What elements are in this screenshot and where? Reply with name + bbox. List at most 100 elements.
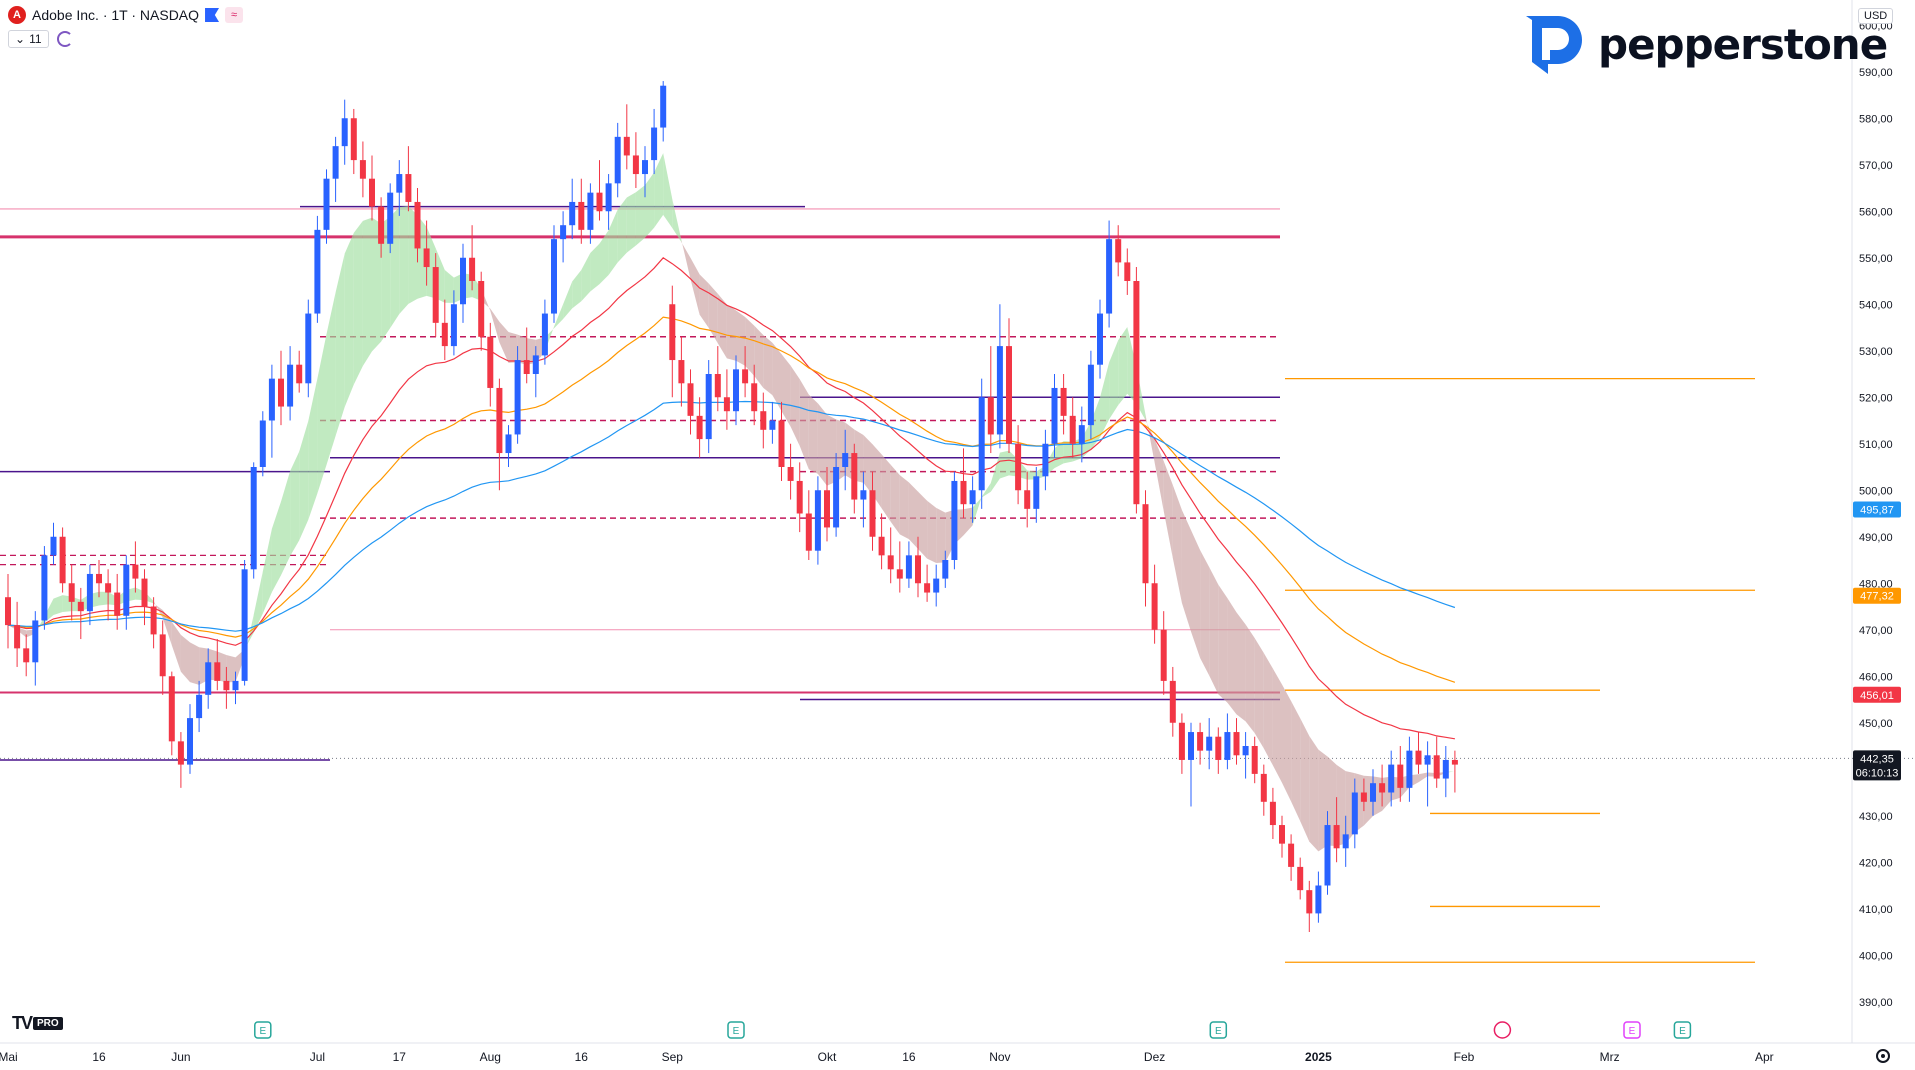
x-tick-label: Okt <box>818 1050 837 1064</box>
candle-body <box>560 225 567 240</box>
ema-band-segment <box>335 253 345 436</box>
ema-band-segment <box>772 342 782 412</box>
countdown-text: 06:10:13 <box>1856 767 1899 779</box>
ema-band-segment <box>1054 441 1064 469</box>
ema-band-segment <box>763 335 773 396</box>
earnings-marker-letter: E <box>1629 1026 1636 1037</box>
candle-body <box>733 369 739 412</box>
candle-body <box>1433 755 1440 779</box>
ema-band-segment <box>808 394 818 474</box>
flag-icon[interactable] <box>205 8 220 22</box>
ema-band-segment <box>290 451 300 557</box>
ema-band-segment <box>690 257 700 315</box>
sync-icon[interactable] <box>56 31 73 47</box>
candle-body <box>1415 750 1422 765</box>
candle-body <box>760 411 767 430</box>
ema-band-segment <box>799 379 809 470</box>
candle-body <box>96 573 102 584</box>
settings-icon[interactable] <box>1876 1049 1890 1063</box>
y-tick-label: 530,00 <box>1859 346 1893 358</box>
candle-body <box>1242 746 1249 756</box>
candle-body <box>23 648 30 663</box>
candle-body <box>942 560 949 579</box>
ema-band-segment <box>708 283 718 344</box>
candle-body <box>1397 764 1404 788</box>
currency-selector[interactable]: USD <box>1858 8 1894 24</box>
candle-body <box>1406 750 1413 788</box>
earnings-marker-icon <box>1623 1021 1641 1039</box>
candle-body <box>924 583 931 593</box>
candle-body <box>587 192 594 230</box>
price-label-box <box>1853 750 1901 781</box>
candle-body <box>223 680 230 691</box>
ema-band-segment <box>1181 509 1191 632</box>
ema-band-segment <box>544 326 554 352</box>
y-tick-label: 470,00 <box>1859 625 1893 637</box>
candle-body <box>50 536 57 556</box>
brand-logo: pepperstone <box>1518 12 1888 76</box>
candle-body <box>150 606 157 635</box>
ema-band-segment <box>717 293 727 359</box>
candle-body <box>1160 629 1167 681</box>
ema-band-segment <box>53 595 63 615</box>
price-label-text: 495,87 <box>1860 504 1894 516</box>
candle-body <box>833 467 840 528</box>
tv-mark-icon: TV <box>12 1013 33 1033</box>
candle-body <box>1297 866 1304 891</box>
symbol-header: A Adobe Inc. · 1T · NASDAQ ≈ <box>8 6 244 24</box>
candle-body <box>514 360 521 435</box>
candle-body <box>205 662 212 695</box>
x-tick-label: Feb <box>1454 1050 1475 1064</box>
x-tick-label: Jun <box>171 1050 190 1064</box>
candle-body <box>460 257 466 305</box>
ema-band-segment <box>1282 684 1292 802</box>
ema-band-segment <box>1309 736 1319 852</box>
candle-body <box>632 155 639 175</box>
candle-body <box>687 383 694 416</box>
candle-body <box>1351 792 1358 835</box>
ema-band-segment <box>726 304 736 361</box>
candle-body <box>669 304 676 361</box>
ema-band-segment <box>171 621 181 672</box>
ema-band-segment <box>663 153 673 229</box>
indicator-toggle-button[interactable]: ⌄ 11 <box>8 30 49 48</box>
wave-icon[interactable]: ≈ <box>225 7 244 23</box>
candle-body <box>578 201 585 230</box>
ema-band-segment <box>444 269 454 303</box>
ema-band-segment <box>499 321 509 363</box>
x-tick-label: Mrz <box>1600 1050 1620 1064</box>
candle-body <box>778 420 785 467</box>
ma-blue-line <box>7 400 1456 632</box>
ema-band-segment <box>790 365 800 446</box>
y-tick-label: 410,00 <box>1859 904 1893 916</box>
y-tick-label: 510,00 <box>1859 439 1893 451</box>
candle-body <box>1097 313 1103 365</box>
earnings-marker-letter: E <box>259 1026 266 1037</box>
ema-band-segment <box>190 642 200 685</box>
candle-body <box>651 127 658 161</box>
candle-body <box>896 569 903 579</box>
candle-body <box>705 374 712 440</box>
x-tick-label: Aug <box>480 1050 501 1064</box>
candle-body <box>1169 680 1176 723</box>
ema-band-segment <box>699 274 709 328</box>
ema-band-segment <box>517 334 527 365</box>
candle-body <box>1279 825 1285 844</box>
ema-band-segment <box>1209 567 1219 695</box>
ema-band-segment <box>981 483 991 498</box>
ema-band-segment <box>908 482 918 549</box>
candle-body <box>432 267 439 323</box>
candle-body <box>1069 415 1076 444</box>
x-tick-label: Sep <box>662 1050 684 1064</box>
ema-band-segment <box>1245 624 1255 734</box>
symbol-title[interactable]: Adobe Inc. · 1T · NASDAQ <box>32 7 200 23</box>
y-tick-label: 390,00 <box>1859 997 1893 1009</box>
tradingview-logo[interactable]: TV PRO <box>12 1013 63 1034</box>
ema-band-segment <box>153 601 163 618</box>
price-label-box <box>1853 686 1901 703</box>
ema-band-segment <box>617 197 627 263</box>
candle-body <box>250 467 257 570</box>
candle-body <box>287 364 294 407</box>
ema-band-segment <box>226 655 236 683</box>
